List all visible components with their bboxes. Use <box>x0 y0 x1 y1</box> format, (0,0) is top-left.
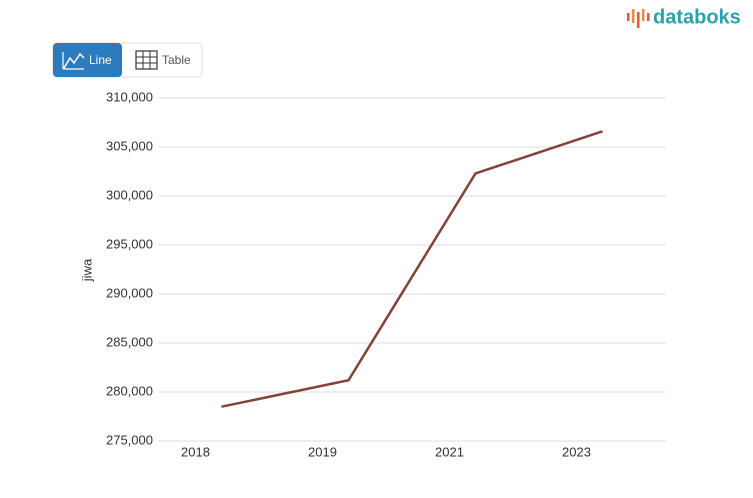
y-tick-label: 305,000 <box>106 138 153 153</box>
x-tick-label: 2021 <box>435 444 464 459</box>
y-tick-label: 290,000 <box>106 285 153 300</box>
y-tick-label: 295,000 <box>106 236 153 251</box>
y-tick-label: 310,000 <box>106 89 153 104</box>
x-tick-label: 2019 <box>308 444 337 459</box>
x-tick-label: 2023 <box>562 444 591 459</box>
y-tick-label: 280,000 <box>106 383 153 398</box>
table-button[interactable]: Table <box>135 50 191 70</box>
line-button[interactable]: Line <box>53 43 122 77</box>
y-axis-label: jiwa <box>79 258 94 282</box>
logo-text: databoks <box>653 6 741 28</box>
logo: databoks <box>627 6 741 28</box>
y-tick-label: 300,000 <box>106 187 153 202</box>
button-label[interactable]: Table <box>162 53 191 67</box>
y-tick-label: 285,000 <box>106 334 153 349</box>
y-tick-label: 275,000 <box>106 432 153 447</box>
button-label[interactable]: Line <box>89 53 112 67</box>
x-tick-label: 2018 <box>181 444 210 459</box>
data-line <box>221 130 603 408</box>
